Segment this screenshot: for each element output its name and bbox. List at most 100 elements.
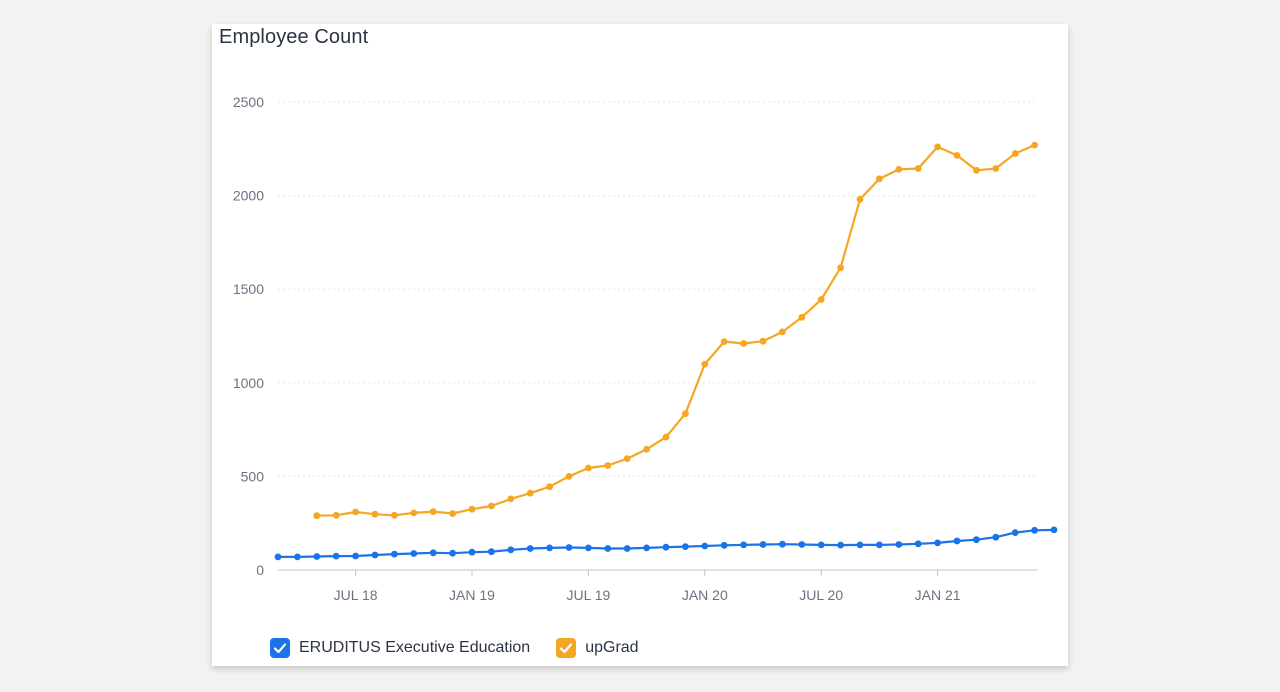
- data-point: [740, 340, 747, 347]
- data-point: [604, 545, 612, 552]
- data-point: [565, 473, 573, 480]
- data-point: [895, 541, 903, 548]
- data-point: [332, 511, 340, 519]
- data-point: [1031, 526, 1038, 534]
- legend-item-upgrad[interactable]: upGrad: [556, 638, 639, 658]
- data-point: [1011, 529, 1019, 536]
- series-upgrad: [313, 141, 1038, 520]
- data-point: [352, 552, 359, 560]
- data-point: [604, 462, 612, 469]
- y-tick-label: 2500: [233, 94, 264, 110]
- chart-legend: ERUDITUS Executive Education upGrad: [270, 638, 665, 658]
- data-point: [623, 455, 631, 462]
- data-point: [410, 509, 418, 517]
- data-point: [294, 553, 301, 561]
- data-point: [973, 166, 980, 174]
- data-point: [623, 545, 631, 552]
- data-point: [759, 337, 767, 345]
- series-line: [315, 144, 1036, 517]
- data-point: [682, 410, 689, 418]
- data-point: [488, 548, 495, 556]
- data-point: [488, 502, 495, 510]
- data-point: [934, 143, 941, 151]
- data-point: [817, 541, 825, 549]
- data-point: [391, 550, 398, 558]
- legend-label-eruditus: ERUDITUS Executive Education: [299, 639, 531, 656]
- data-point: [449, 510, 456, 517]
- y-tick-label: 500: [241, 468, 265, 484]
- data-point: [585, 544, 592, 552]
- data-point: [1050, 526, 1058, 534]
- y-tick-label: 1500: [233, 281, 264, 297]
- x-tick-label: JUL 18: [334, 587, 378, 603]
- data-point: [973, 536, 980, 544]
- y-tick-label: 0: [256, 562, 264, 578]
- data-point: [682, 543, 689, 550]
- data-point: [837, 541, 844, 549]
- data-point: [992, 165, 1000, 172]
- x-tick-label: JAN 21: [915, 587, 961, 603]
- series-eruditus: [274, 526, 1058, 561]
- data-point: [371, 551, 379, 559]
- chart-title: Employee Count: [219, 26, 369, 48]
- data-point: [876, 175, 883, 183]
- data-point: [856, 195, 864, 203]
- data-point: [934, 539, 941, 547]
- y-tick-label: 2000: [233, 188, 264, 204]
- data-point: [1011, 150, 1019, 157]
- data-point: [332, 552, 340, 560]
- data-point: [720, 541, 728, 549]
- legend-label-upgrad: upGrad: [585, 639, 639, 656]
- data-point: [526, 545, 534, 552]
- data-point: [798, 313, 806, 321]
- chart-card: Employee Count 0 500 1000 1500 2000 2500 JUL 1…: [212, 24, 1068, 666]
- x-tick-label: JAN 20: [682, 587, 728, 603]
- data-point: [662, 543, 670, 551]
- data-point: [740, 541, 747, 549]
- data-point: [914, 165, 922, 172]
- data-point: [914, 540, 922, 548]
- data-point: [817, 296, 825, 303]
- employee-count-chart: 0 500 1000 1500 2000 2500 JUL 18 JAN 19 JUL 19 JA…: [233, 94, 1058, 603]
- data-point: [1031, 141, 1038, 149]
- data-point: [662, 433, 670, 441]
- check-icon: [273, 643, 287, 654]
- data-point: [274, 553, 282, 561]
- data-point: [313, 512, 321, 520]
- x-tick-label: JUL 19: [566, 587, 610, 603]
- legend-item-eruditus[interactable]: ERUDITUS Executive Education: [270, 638, 530, 658]
- data-point: [507, 546, 515, 554]
- x-tick-label: JUL 20: [799, 587, 843, 603]
- data-point: [352, 508, 359, 516]
- data-point: [876, 541, 883, 549]
- y-tick-label: 1000: [233, 375, 264, 391]
- data-point: [391, 511, 398, 519]
- data-point: [565, 544, 573, 551]
- data-point: [798, 541, 806, 548]
- data-point: [779, 540, 786, 548]
- data-point: [546, 483, 553, 491]
- data-point: [779, 328, 786, 336]
- data-point: [953, 537, 961, 545]
- data-point: [643, 544, 650, 552]
- data-point: [429, 508, 437, 515]
- x-tick-label: JAN 19: [449, 587, 495, 603]
- data-point: [371, 510, 379, 518]
- data-point: [410, 550, 418, 557]
- data-point: [701, 360, 709, 368]
- data-point: [992, 533, 1000, 541]
- checkbox-eruditus[interactable]: [270, 638, 290, 658]
- data-point: [837, 264, 844, 272]
- data-point: [468, 505, 476, 513]
- data-point: [953, 152, 961, 159]
- checkbox-upgrad[interactable]: [556, 638, 577, 658]
- data-point: [856, 541, 864, 549]
- data-point: [720, 338, 728, 345]
- data-point: [546, 544, 553, 552]
- data-point: [468, 548, 476, 556]
- data-point: [759, 541, 767, 548]
- data-point: [701, 542, 709, 550]
- data-point: [429, 549, 437, 557]
- data-point: [643, 445, 650, 453]
